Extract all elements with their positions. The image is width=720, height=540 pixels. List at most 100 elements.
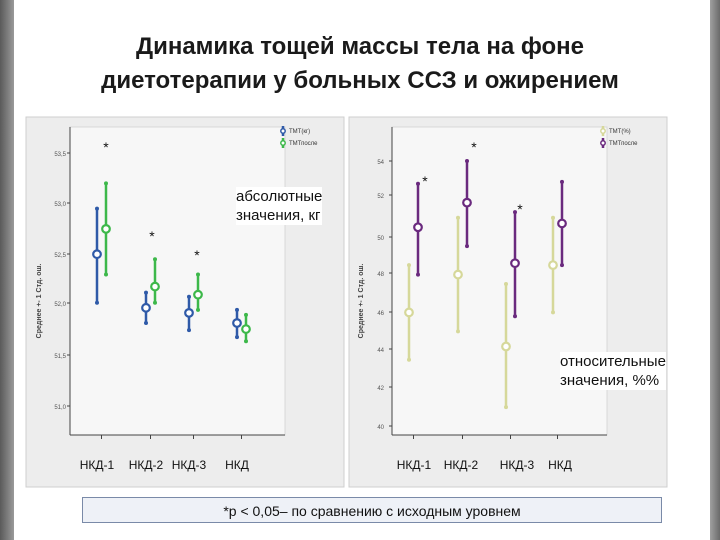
annotation-relative-line-2: значения, %% [560, 372, 660, 389]
y-tick-label: 42 [377, 386, 384, 392]
error-bar-cap-upper [551, 215, 555, 220]
mean-point [184, 307, 194, 318]
error-bar-cap-upper [504, 282, 508, 287]
y-tick-label: 44 [377, 348, 384, 354]
x-category-label: НКД-1 [397, 458, 432, 472]
y-tick-label: 53,0 [54, 202, 66, 208]
mean-point [193, 289, 203, 300]
error-bar-cap-lower [551, 310, 555, 315]
legend-swatch-marker [280, 140, 286, 146]
y-tick-label: 52,5 [54, 253, 66, 259]
mean-point [557, 218, 567, 229]
error-bar-cap-upper [456, 215, 460, 220]
error-bar-cap-lower [104, 272, 108, 277]
error-bar-cap-lower [95, 300, 99, 305]
error-bar-cap-lower [407, 357, 411, 362]
error-bar-cap-lower [456, 329, 460, 334]
y-tick-label: 53,5 [54, 152, 66, 158]
y-axis-title: Среднее +- 1 Стд. ош. [358, 264, 365, 339]
y-tick-label: 48 [377, 272, 384, 278]
mean-point [101, 223, 111, 234]
error-bar-cap-lower [144, 321, 148, 326]
y-tick-label: 50 [377, 236, 384, 242]
error-bar-cap-lower [416, 272, 420, 277]
error-bar-cap-upper [144, 290, 148, 295]
slide-frame-right [710, 0, 720, 540]
x-category-label: НКД-3 [172, 458, 207, 472]
error-bar-cap-lower [196, 307, 200, 312]
error-bar-cap-upper [95, 206, 99, 211]
slide-frame-left [0, 0, 14, 540]
mean-point [413, 222, 423, 233]
x-category-label: НКД [225, 458, 249, 472]
error-bar-cap-upper [465, 159, 469, 163]
y-tick-label: 51,0 [54, 405, 66, 411]
annotation-absolute-line-1: абсолютные [236, 188, 323, 205]
x-category-label: НКД-2 [444, 458, 479, 472]
x-category-label: НКД-1 [80, 458, 115, 472]
footnote: *р < 0,05– по сравнению с исходным уровн… [82, 497, 662, 523]
legend-label: ТМТ(%) [609, 129, 631, 135]
legend-label: ТМТпосле [609, 141, 638, 147]
mean-point [92, 249, 102, 260]
significance-marker: * [103, 139, 109, 155]
error-bar-cap-upper [153, 257, 157, 262]
legend-label: ТМТ(кг) [289, 129, 310, 135]
y-axis-title: Среднее +- 1 Стд. ош. [36, 264, 43, 339]
significance-marker: * [149, 228, 155, 244]
annotation-absolute-line-2: значения, кг [236, 207, 321, 224]
y-tick-label: 52,0 [54, 302, 66, 308]
error-bar-cap-upper [416, 181, 420, 186]
mean-point [548, 260, 558, 271]
error-bar-cap-upper [235, 307, 239, 312]
error-bar-cap-upper [560, 179, 564, 184]
error-bar-cap-lower [513, 314, 517, 319]
x-category-label: НКД-2 [129, 458, 164, 472]
error-bar-cap-upper [513, 210, 517, 215]
slide-title: Динамика тощей массы тела на фоне диетот… [40, 30, 680, 98]
error-bar-cap-upper [187, 294, 191, 299]
error-bar-cap-lower [465, 244, 469, 249]
significance-marker: * [517, 201, 523, 217]
annotation-relative-line-1: относительные [560, 353, 666, 370]
significance-marker: * [194, 247, 200, 263]
mean-point [232, 318, 242, 328]
error-bar-cap-upper [196, 272, 200, 277]
mean-point [453, 269, 463, 280]
mean-point [404, 307, 414, 318]
mean-point [141, 302, 151, 313]
significance-marker: * [422, 173, 428, 189]
significance-marker: * [471, 139, 477, 155]
y-tick-label: 40 [377, 425, 384, 431]
slide-title-line-2: диетотерапии у больных ССЗ и ожирением [101, 67, 619, 94]
error-bar-cap-lower [187, 328, 191, 333]
slide-title-line-1: Динамика тощей массы тела на фоне [135, 33, 585, 60]
error-bar-cap-lower [244, 339, 248, 344]
mean-point [510, 258, 520, 269]
mean-point [241, 324, 251, 334]
chart-relative-values: 54 52 50 48 46 44 42 40 Среднее +- 1 Стд. ош. НКД… [348, 116, 668, 488]
annotation-relative: относительные значения, %% [560, 352, 666, 390]
error-bar-cap-lower [235, 335, 239, 340]
legend-swatch-marker [600, 140, 606, 146]
error-bar-cap-lower [504, 405, 508, 410]
error-bar-cap-upper [104, 181, 108, 186]
y-tick-label: 52 [377, 194, 384, 200]
mean-point [462, 197, 472, 208]
error-bar-cap-upper [244, 312, 248, 317]
legend-swatch-marker [280, 128, 286, 134]
mean-point [150, 281, 160, 292]
y-tick-label: 51,5 [54, 354, 66, 360]
y-tick-label: 46 [377, 311, 384, 317]
plot-area [69, 126, 286, 436]
error-bar-cap-lower [560, 263, 564, 268]
legend-label: ТМТпосле [289, 141, 318, 147]
mean-point [501, 341, 511, 352]
error-bar-cap-upper [407, 263, 411, 268]
chart-absolute-values: 53,5 53,0 52,5 52,0 51,5 51,0 Среднее +- 1 Стд… [25, 116, 345, 488]
annotation-absolute: абсолютные значения, кг [236, 187, 323, 225]
error-bar-cap-lower [153, 300, 157, 305]
y-tick-label: 54 [377, 160, 384, 166]
x-category-label: НКД-3 [500, 458, 535, 472]
